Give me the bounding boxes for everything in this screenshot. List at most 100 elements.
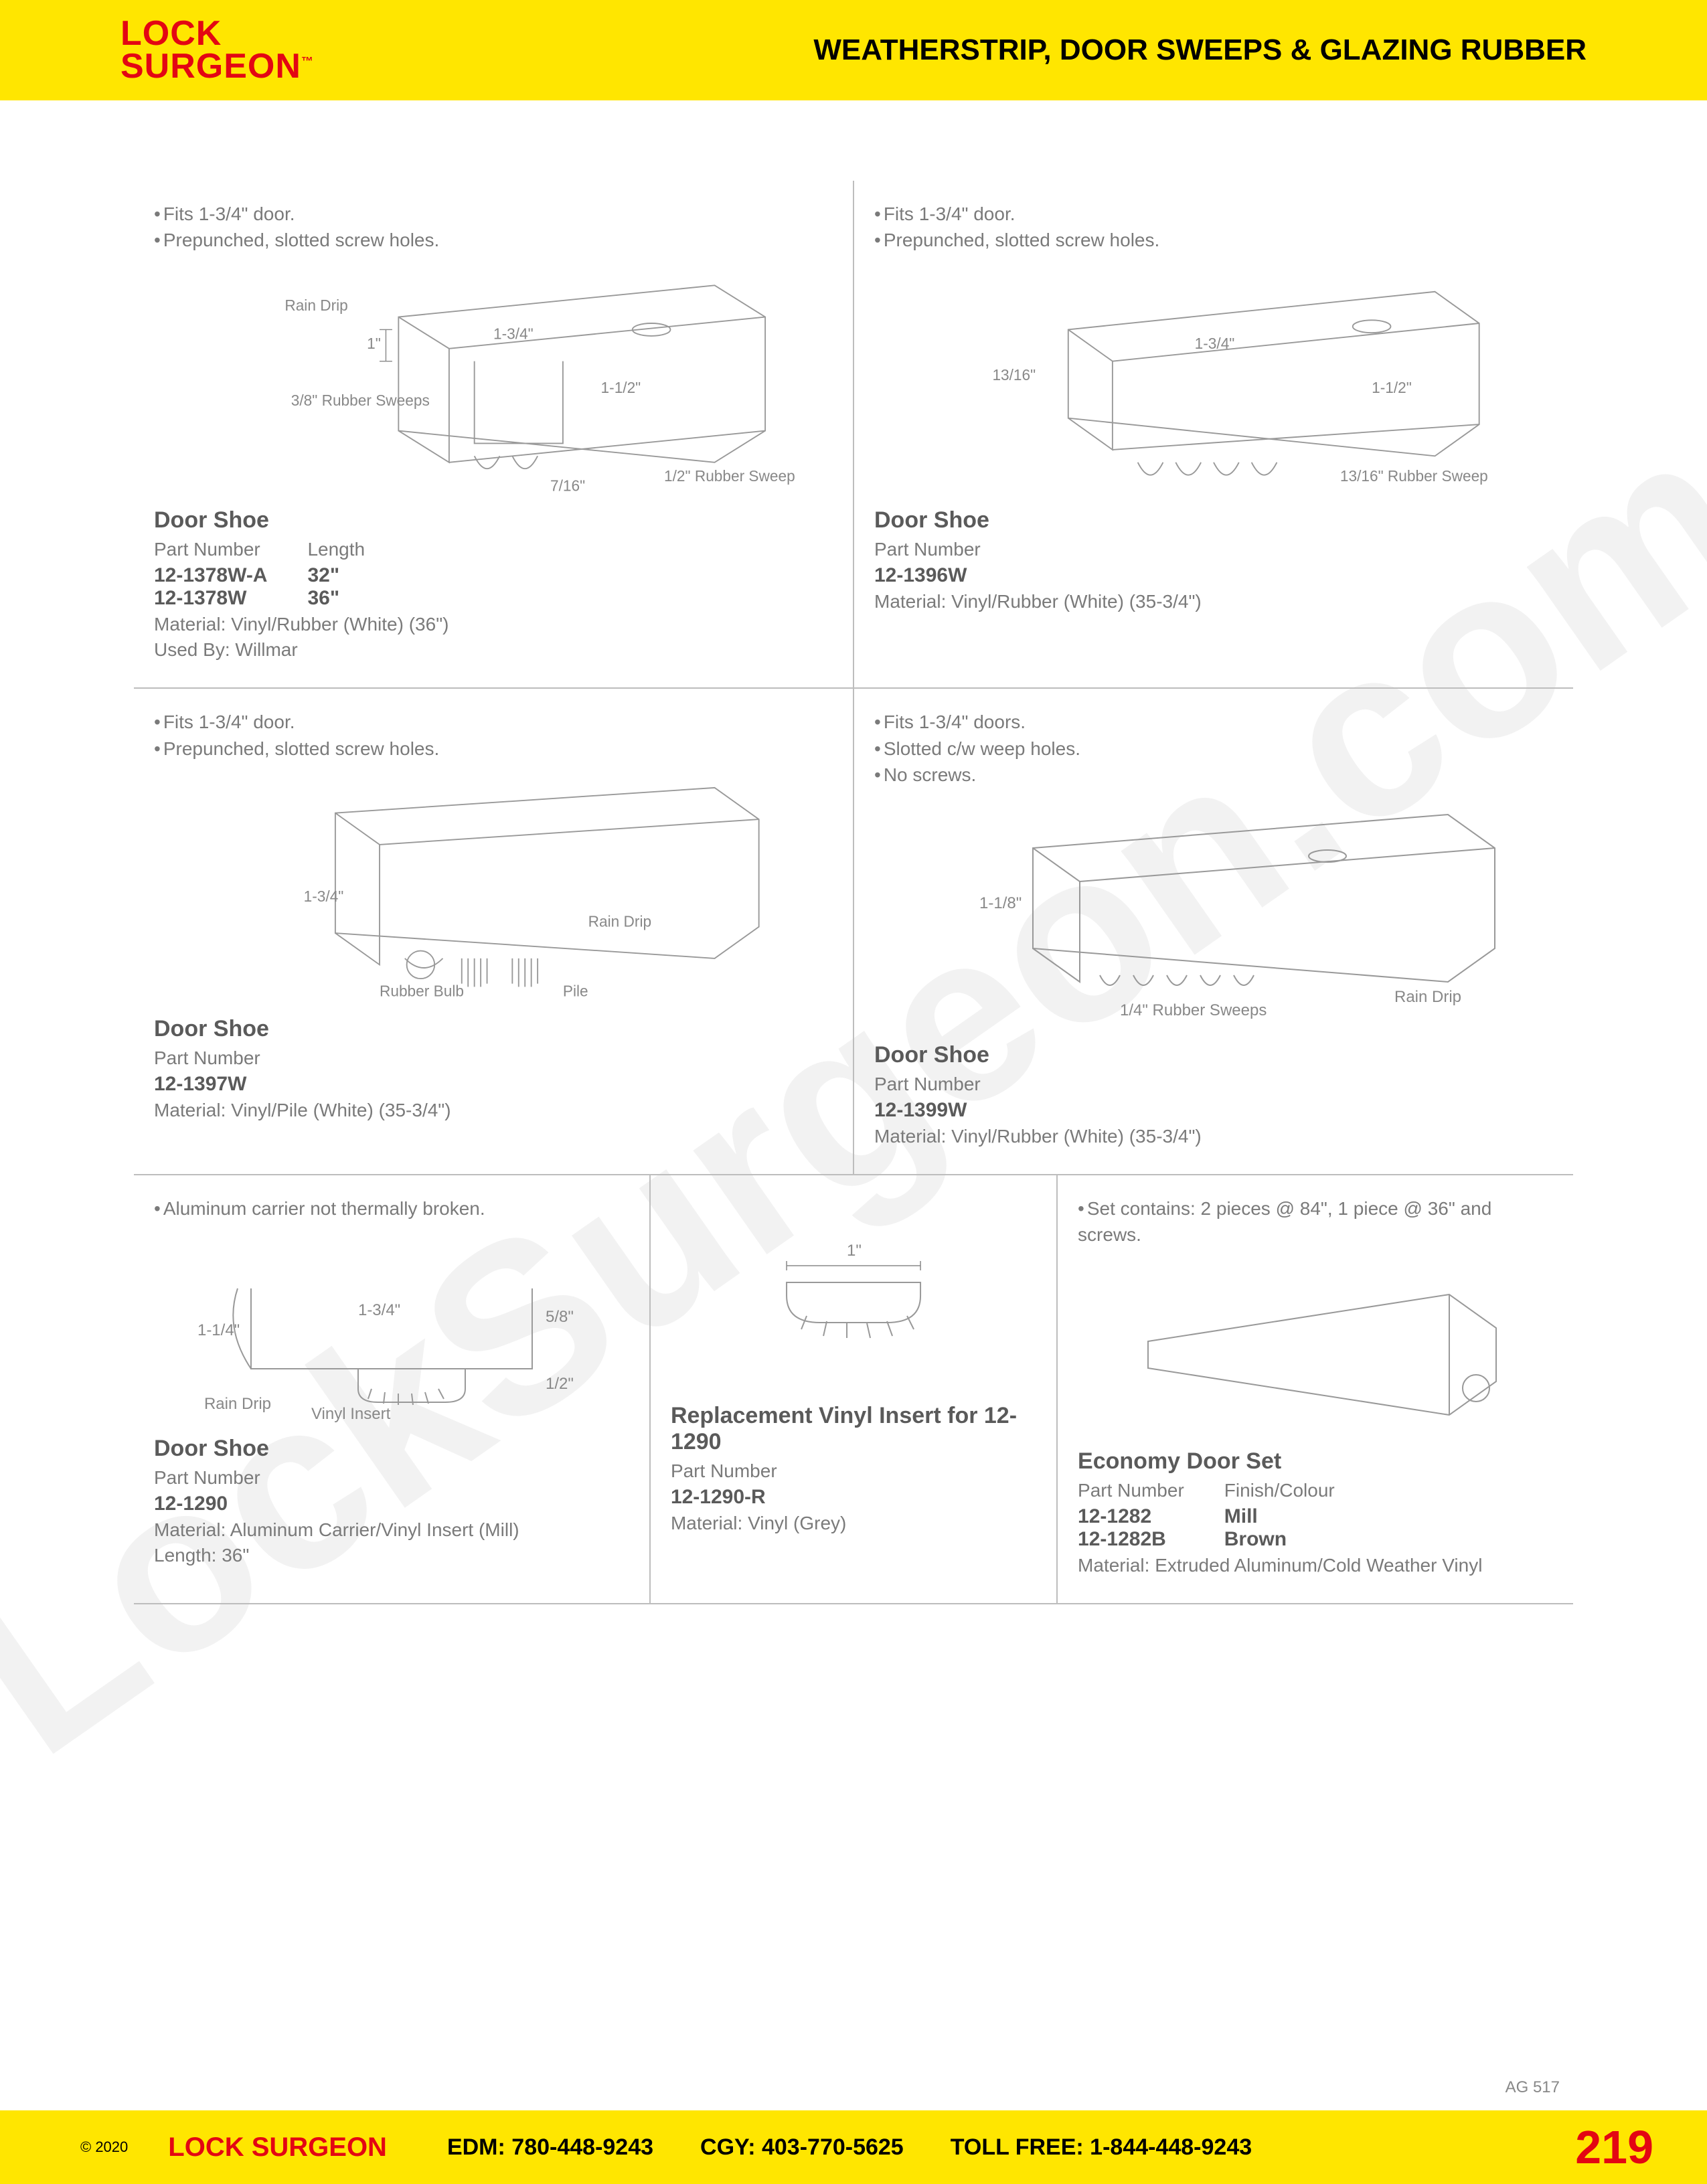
part-number: 12-1378W <box>154 587 267 610</box>
diagram-1378: Rain Drip 1" 1-3/4" 1-1/2" 3/8" Rubber S… <box>154 266 833 494</box>
page-number: 219 <box>1575 2120 1653 2174</box>
page-header: LOCK SURGEON™ WEATHERSTRIP, DOOR SWEEPS … <box>0 0 1707 100</box>
length-value: 32" <box>307 564 365 587</box>
usedby-line: Used By: Willmar <box>154 639 833 661</box>
logo-line1: LOCK <box>120 17 314 50</box>
pn-label: Part Number <box>874 1074 1553 1095</box>
product-name: Door Shoe <box>154 507 833 533</box>
svg-text:13/16": 13/16" <box>992 366 1036 384</box>
svg-text:1-3/4": 1-3/4" <box>358 1301 400 1319</box>
product-cell-1397: Fits 1-3/4" door. Prepunched, slotted sc… <box>134 689 854 1174</box>
product-notes: Set contains: 2 pieces @ 84", 1 piece @ … <box>1078 1195 1553 1248</box>
svg-text:1-1/2": 1-1/2" <box>601 379 641 396</box>
product-cell-1396: Fits 1-3/4" door. Prepunched, slotted sc… <box>854 181 1573 687</box>
product-cell-1290: Aluminum carrier not thermally broken. 1… <box>134 1175 651 1603</box>
copyright: © 2020 <box>80 2138 128 2156</box>
part-number: 12-1282B <box>1078 1528 1184 1551</box>
finish-value: Mill <box>1224 1505 1335 1528</box>
diagram-1397: 1-3/4" Rain Drip Rubber Bulb Pile <box>154 775 833 1003</box>
product-name: Replacement Vinyl Insert for 12-1290 <box>671 1403 1036 1455</box>
product-row-1: Fits 1-3/4" door. Prepunched, slotted sc… <box>134 181 1573 689</box>
material-line: Material: Vinyl/Pile (White) (35-3/4") <box>154 1100 833 1121</box>
svg-text:1/4" Rubber Sweeps: 1/4" Rubber Sweeps <box>1120 1001 1267 1019</box>
svg-text:Rain Drip: Rain Drip <box>588 912 651 930</box>
svg-text:Rain Drip: Rain Drip <box>204 1395 271 1413</box>
length-value: 36" <box>307 587 365 610</box>
svg-text:1": 1" <box>847 1242 862 1260</box>
length-line: Length: 36" <box>154 1545 629 1566</box>
diagram-1282 <box>1078 1261 1553 1435</box>
svg-text:1-3/4": 1-3/4" <box>493 325 534 343</box>
contact-edm: EDM: 780-448-9243 <box>447 2134 653 2161</box>
product-cell-1282: Set contains: 2 pieces @ 84", 1 piece @ … <box>1058 1175 1573 1603</box>
part-number: 12-1282 <box>1078 1505 1184 1528</box>
product-row-2: Fits 1-3/4" door. Prepunched, slotted sc… <box>134 689 1573 1175</box>
svg-text:13/16" Rubber Sweep: 13/16" Rubber Sweep <box>1340 467 1488 485</box>
svg-text:3/8" Rubber Sweeps: 3/8" Rubber Sweeps <box>291 392 430 409</box>
material-line: Material: Aluminum Carrier/Vinyl Insert … <box>154 1519 629 1541</box>
pn-label: Part Number <box>154 1467 629 1489</box>
product-name: Economy Door Set <box>1078 1448 1553 1475</box>
finish-value: Brown <box>1224 1528 1335 1551</box>
pn-label: Part Number <box>154 1047 833 1069</box>
brand-logo: LOCK SURGEON™ <box>120 17 314 84</box>
footer-brand: LOCK SURGEON <box>168 2132 387 2163</box>
product-cell-1399: Fits 1-3/4" doors. Slotted c/w weep hole… <box>854 689 1573 1174</box>
svg-text:Pile: Pile <box>563 982 588 999</box>
material-line: Material: Vinyl/Rubber (White) (35-3/4") <box>874 1126 1553 1147</box>
product-cell-1290r: 1" Replacement Vinyl Insert for 12-1290 … <box>651 1175 1058 1603</box>
diagram-1290r: 1" <box>671 1202 1036 1390</box>
product-notes: Fits 1-3/4" doors. Slotted c/w weep hole… <box>874 709 1553 788</box>
pn-label: Part Number <box>1078 1480 1184 1501</box>
svg-text:1-3/4": 1-3/4" <box>1195 335 1235 352</box>
ag-code: AG 517 <box>1506 2078 1560 2097</box>
svg-text:1-1/2": 1-1/2" <box>1372 379 1412 396</box>
pn-label: Part Number <box>671 1460 1036 1482</box>
svg-text:Rain Drip: Rain Drip <box>284 297 347 314</box>
page-title: WEATHERSTRIP, DOOR SWEEPS & GLAZING RUBB… <box>813 33 1587 67</box>
part-number: 12-1396W <box>874 564 1553 587</box>
material-line: Material: Vinyl/Rubber (White) (35-3/4") <box>874 591 1553 612</box>
svg-text:Vinyl Insert: Vinyl Insert <box>311 1405 391 1422</box>
product-name: Door Shoe <box>154 1016 833 1042</box>
length-label: Length <box>307 539 365 560</box>
product-name: Door Shoe <box>874 1042 1553 1068</box>
product-notes: Aluminum carrier not thermally broken. <box>154 1195 629 1222</box>
product-name: Door Shoe <box>154 1436 629 1462</box>
svg-text:1/2" Rubber Sweep: 1/2" Rubber Sweep <box>664 467 795 485</box>
diagram-1290: 1-1/4" 1-3/4" 5/8" 1/2" Rain Drip Vinyl … <box>154 1235 629 1422</box>
product-name: Door Shoe <box>874 507 1553 533</box>
svg-text:1/2": 1/2" <box>546 1375 574 1393</box>
logo-line2: SURGEON™ <box>120 50 314 83</box>
product-notes: Fits 1-3/4" door. Prepunched, slotted sc… <box>154 201 833 253</box>
material-line: Material: Extruded Aluminum/Cold Weather… <box>1078 1555 1553 1576</box>
product-row-3: Aluminum carrier not thermally broken. 1… <box>134 1175 1573 1604</box>
pn-label: Part Number <box>154 539 267 560</box>
diagram-1399: 1-1/8" 1/4" Rubber Sweeps Rain Drip <box>874 801 1553 1029</box>
pn-label: Part Number <box>874 539 1553 560</box>
svg-text:1-1/4": 1-1/4" <box>197 1321 240 1339</box>
svg-text:Rain Drip: Rain Drip <box>1394 988 1461 1006</box>
part-number: 12-1397W <box>154 1073 833 1096</box>
svg-text:5/8": 5/8" <box>546 1308 574 1326</box>
part-number: 12-1399W <box>874 1099 1553 1122</box>
contact-tollfree: TOLL FREE: 1-844-448-9243 <box>951 2134 1252 2161</box>
svg-text:1": 1" <box>367 335 381 352</box>
contact-cgy: CGY: 403-770-5625 <box>700 2134 904 2161</box>
material-line: Material: Vinyl (Grey) <box>671 1513 1036 1534</box>
product-notes: Fits 1-3/4" door. Prepunched, slotted sc… <box>154 709 833 761</box>
svg-text:1-3/4": 1-3/4" <box>304 888 344 905</box>
svg-text:7/16": 7/16" <box>550 477 585 495</box>
svg-text:Rubber Bulb: Rubber Bulb <box>380 982 464 999</box>
diagram-1396: 13/16" 1-3/4" 1-1/2" 13/16" Rubber Sweep <box>874 266 1553 494</box>
part-number: 12-1290-R <box>671 1486 1036 1509</box>
svg-text:1-1/8": 1-1/8" <box>979 894 1022 912</box>
finish-label: Finish/Colour <box>1224 1480 1335 1501</box>
part-number: 12-1290 <box>154 1493 629 1515</box>
material-line: Material: Vinyl/Rubber (White) (36") <box>154 614 833 635</box>
page-footer: © 2020 LOCK SURGEON EDM: 780-448-9243 CG… <box>0 2110 1707 2184</box>
part-number: 12-1378W-A <box>154 564 267 587</box>
product-cell-1378: Fits 1-3/4" door. Prepunched, slotted sc… <box>134 181 854 687</box>
product-notes: Fits 1-3/4" door. Prepunched, slotted sc… <box>874 201 1553 253</box>
catalog-content: Fits 1-3/4" door. Prepunched, slotted sc… <box>0 100 1707 1604</box>
